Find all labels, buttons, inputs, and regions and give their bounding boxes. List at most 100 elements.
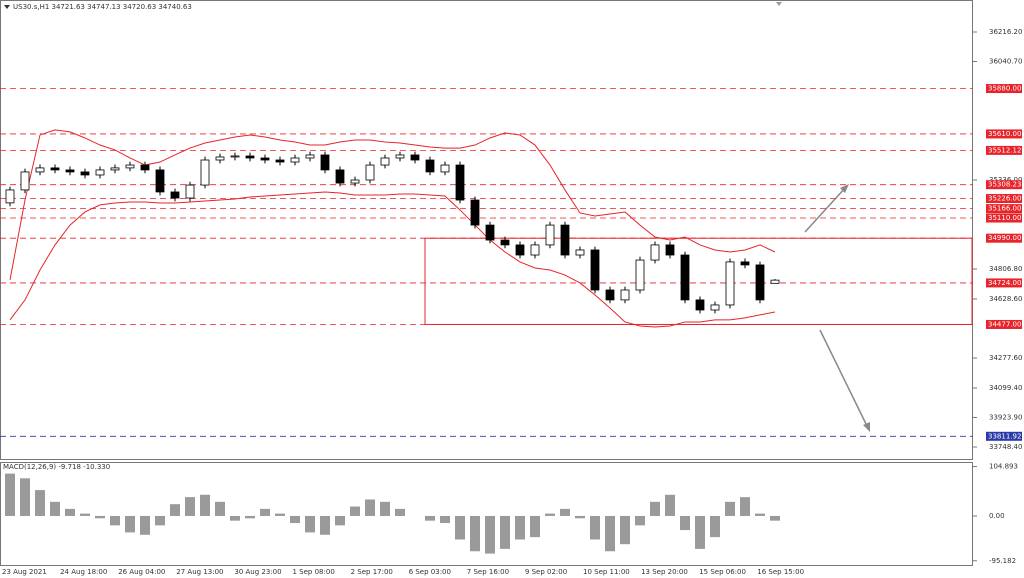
candle-body bbox=[605, 289, 615, 301]
macd-bar bbox=[110, 515, 120, 526]
candle-body bbox=[485, 224, 495, 241]
candle-body bbox=[530, 244, 540, 256]
x-tick-label: 27 Aug 13:00 bbox=[176, 568, 223, 576]
candle-body bbox=[350, 179, 360, 184]
candle-body bbox=[245, 155, 255, 159]
x-tick-label: 2 Sep 17:00 bbox=[351, 568, 393, 576]
level-tag bbox=[986, 145, 1022, 155]
macd-bar bbox=[485, 515, 495, 554]
macd-bar bbox=[20, 478, 30, 516]
arrow-down bbox=[819, 329, 869, 429]
macd-bar bbox=[260, 508, 270, 516]
macd-bar bbox=[380, 501, 390, 516]
candle-body bbox=[455, 164, 465, 201]
candle-body bbox=[470, 199, 480, 226]
level-label: 34477.00 bbox=[988, 320, 1021, 328]
menu-icon[interactable] bbox=[4, 5, 10, 9]
macd-bar bbox=[50, 501, 60, 516]
macd-bar bbox=[515, 515, 525, 540]
x-tick-label: 16 Sep 15:00 bbox=[757, 568, 804, 576]
macd-bar bbox=[350, 506, 360, 516]
candle-body bbox=[725, 261, 735, 306]
level-label: 35880.00 bbox=[988, 85, 1021, 93]
macd-bar bbox=[770, 515, 780, 521]
candle-body bbox=[515, 244, 525, 256]
candle-body bbox=[635, 259, 645, 291]
candle-body bbox=[200, 159, 210, 186]
level-tag bbox=[986, 233, 1022, 243]
macd-bar bbox=[395, 508, 405, 516]
y-tick-label: 34806.80 bbox=[989, 265, 1022, 273]
candle-body bbox=[215, 156, 225, 161]
macd-bar bbox=[320, 515, 330, 535]
candle-body bbox=[425, 159, 435, 173]
candle-body bbox=[110, 167, 120, 171]
macd-bar bbox=[140, 515, 150, 535]
arrow-down-head bbox=[863, 422, 870, 432]
bollinger-band bbox=[9, 191, 776, 328]
x-tick-label: 1 Sep 08:00 bbox=[293, 568, 335, 576]
level-label: 35610.00 bbox=[988, 130, 1021, 138]
macd-bar bbox=[560, 508, 570, 516]
candle-body bbox=[185, 184, 195, 199]
macd-bar bbox=[365, 499, 375, 516]
y-tick-label: 34628.60 bbox=[989, 295, 1022, 303]
candle-body bbox=[590, 249, 600, 291]
candle-body bbox=[35, 167, 45, 173]
candle-body bbox=[575, 249, 585, 256]
macd-bar bbox=[155, 515, 165, 526]
candle-body bbox=[65, 169, 75, 173]
level-tag bbox=[986, 180, 1022, 190]
level-tag bbox=[986, 129, 1022, 139]
macd-bar bbox=[245, 515, 255, 519]
macd-bar bbox=[635, 515, 645, 526]
level-label: 35226.00 bbox=[988, 195, 1021, 203]
candle-body bbox=[20, 171, 30, 191]
macd-bar bbox=[275, 513, 285, 516]
macd-bar bbox=[680, 515, 690, 531]
level-label: 35308.23 bbox=[988, 181, 1021, 189]
level-tag bbox=[986, 278, 1022, 288]
candle-body bbox=[380, 157, 390, 166]
y-tick-label: 34099.40 bbox=[989, 384, 1022, 392]
x-tick-label: 10 Sep 11:00 bbox=[583, 568, 630, 576]
macd-bar bbox=[605, 515, 615, 552]
y-tick-label: 33748.40 bbox=[989, 443, 1022, 451]
y-tick-label: 36216.20 bbox=[989, 28, 1022, 36]
macd-tick-label: 104.893 bbox=[989, 463, 1018, 471]
level-tag bbox=[986, 431, 1022, 441]
macd-bar bbox=[305, 515, 315, 533]
macd-bar bbox=[710, 515, 720, 538]
level-label: 35110.00 bbox=[988, 214, 1021, 222]
x-tick-label: 7 Sep 16:00 bbox=[467, 568, 509, 576]
candle-body bbox=[710, 304, 720, 311]
level-tag bbox=[986, 84, 1022, 94]
macd-bar bbox=[290, 515, 300, 524]
level-tag bbox=[986, 213, 1022, 223]
candle-body bbox=[740, 261, 750, 266]
level-label: 34724.00 bbox=[988, 279, 1021, 287]
macd-bar bbox=[530, 515, 540, 538]
candle-body bbox=[50, 167, 60, 171]
candle-body bbox=[665, 244, 675, 256]
macd-bar bbox=[230, 515, 240, 521]
macd-bar bbox=[35, 490, 45, 516]
level-tag bbox=[986, 319, 1022, 329]
x-tick-label: 30 Aug 23:00 bbox=[234, 568, 281, 576]
macd-bar bbox=[590, 515, 600, 540]
macd-bar bbox=[500, 515, 510, 549]
candle-body bbox=[365, 164, 375, 181]
macd-bar bbox=[185, 497, 195, 516]
candle-body bbox=[95, 169, 105, 176]
candle-body bbox=[125, 164, 135, 169]
macd-bar bbox=[695, 515, 705, 549]
macd-title: MACD(12,26,9) -9.718 -10.330 bbox=[3, 463, 110, 471]
macd-bar bbox=[80, 513, 90, 516]
x-tick-label: 26 Aug 04:00 bbox=[118, 568, 165, 576]
candle-body bbox=[560, 224, 570, 256]
candle-body bbox=[680, 254, 690, 301]
macd-tick-label: 0.00 bbox=[989, 512, 1005, 520]
level-tag bbox=[986, 204, 1022, 214]
bollinger-band bbox=[9, 129, 776, 280]
macd-bar bbox=[65, 508, 75, 516]
